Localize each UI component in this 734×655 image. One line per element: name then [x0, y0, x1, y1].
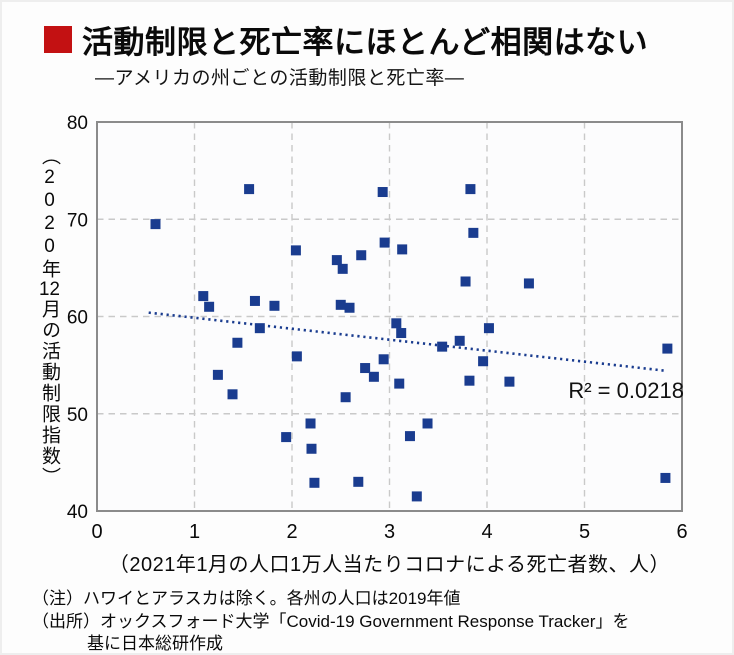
y-axis-label-tcy: 12: [39, 279, 60, 299]
data-point: [377, 187, 388, 198]
x-tick-label: 5: [579, 521, 590, 543]
data-point: [353, 476, 364, 487]
source-line-continued: 基に日本総研作成: [87, 634, 223, 653]
y-tick-label: 70: [67, 210, 88, 231]
y-axis-label-post: 月の活動制限指数）: [39, 298, 60, 488]
data-point: [269, 300, 280, 311]
data-point: [249, 295, 260, 306]
y-tick-label: 80: [67, 113, 88, 134]
data-point: [464, 375, 475, 386]
data-point: [204, 301, 215, 312]
footnotes: （注）ハワイとアラスカは除く。各州の人口は2019年値 （出所）オックスフォード…: [32, 588, 629, 655]
data-point: [227, 389, 238, 400]
plot-border: [96, 121, 683, 512]
data-point: [411, 491, 422, 502]
data-point: [660, 472, 671, 483]
y-tick-label: 50: [67, 405, 88, 426]
data-point: [454, 335, 465, 346]
chart-title-row: 活動制限と死亡率にほとんど相関はない: [44, 17, 648, 62]
data-point: [396, 328, 407, 339]
note-line: （注）ハワイとアラスカは除く。各州の人口は2019年値: [32, 589, 461, 608]
data-point: [504, 376, 515, 387]
data-point: [394, 378, 405, 389]
data-point: [397, 244, 408, 255]
data-point: [212, 369, 223, 380]
x-tick-label: 6: [676, 521, 687, 543]
data-point: [437, 341, 448, 352]
x-axis-label: （2021年1月の人口1万人当たりコロナによる死亡者数、人）: [108, 554, 671, 576]
data-point: [344, 302, 355, 313]
chart-subtitle: ―アメリカの州ごとの活動制限と死亡率―: [95, 68, 465, 89]
x-tick-label: 1: [189, 521, 200, 543]
chart-title: 活動制限と死亡率にほとんど相関はない: [82, 25, 649, 60]
y-axis-label-pre: （2020年: [39, 145, 60, 280]
data-point: [232, 337, 243, 348]
data-point: [198, 291, 209, 302]
data-point: [523, 278, 534, 289]
data-point: [337, 263, 348, 274]
data-point: [378, 354, 389, 365]
data-point: [306, 443, 317, 454]
data-point: [404, 431, 415, 442]
data-point: [244, 184, 255, 195]
data-point: [290, 245, 301, 256]
data-point: [662, 343, 673, 354]
source-line: （出所）オックスフォード大学「Covid-19 Government Respo…: [32, 611, 630, 631]
y-tick-label: 60: [67, 308, 88, 329]
title-bullet-icon: [44, 26, 72, 53]
data-point: [150, 219, 161, 230]
data-point: [391, 318, 402, 329]
x-tick-label: 0: [91, 521, 102, 543]
x-tick-label: 4: [481, 521, 492, 543]
data-point: [331, 255, 342, 266]
data-point: [360, 363, 371, 374]
data-point: [468, 227, 479, 238]
data-point: [281, 432, 292, 443]
data-point: [422, 418, 433, 429]
x-tick-label: 2: [286, 521, 297, 543]
y-tick-label: 40: [67, 502, 88, 523]
data-point: [465, 184, 476, 195]
data-point: [305, 418, 316, 429]
r-squared-label: R² = 0.0218: [568, 378, 684, 403]
data-point: [460, 276, 471, 287]
x-tick-label: 3: [384, 521, 395, 543]
data-point: [309, 477, 320, 488]
data-point: [356, 250, 367, 261]
data-point: [368, 371, 379, 382]
data-point: [254, 323, 265, 334]
data-point: [379, 237, 390, 248]
y-axis-label: （2020年12月の活動制限指数）: [27, 122, 63, 511]
data-point: [291, 351, 302, 362]
data-point: [478, 356, 489, 367]
data-point: [483, 323, 494, 334]
data-point: [340, 392, 351, 403]
data-point: [335, 299, 346, 310]
